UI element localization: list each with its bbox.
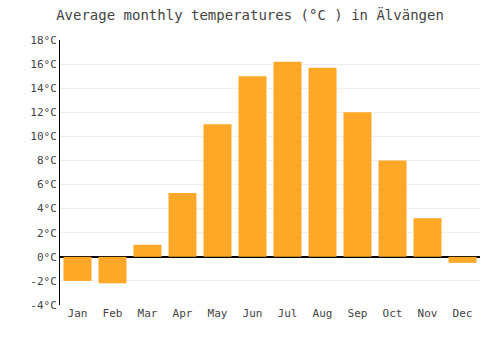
svg-text:-4°C: -4°C	[30, 299, 57, 312]
svg-text:8°C: 8°C	[37, 154, 57, 167]
svg-text:Oct: Oct	[383, 307, 403, 320]
svg-text:Average monthly temperatures (: Average monthly temperatures (°C ) in Äl…	[56, 6, 444, 23]
svg-text:Jan: Jan	[68, 307, 88, 320]
svg-text:18°C: 18°C	[30, 34, 57, 47]
svg-text:Jun: Jun	[243, 307, 263, 320]
svg-text:Nov: Nov	[418, 307, 438, 320]
svg-text:12°C: 12°C	[30, 106, 57, 119]
svg-text:2°C: 2°C	[37, 227, 57, 240]
svg-text:14°C: 14°C	[30, 82, 57, 95]
svg-text:16°C: 16°C	[30, 58, 57, 71]
svg-text:Aug: Aug	[313, 307, 333, 320]
svg-text:Jul: Jul	[278, 307, 298, 320]
svg-text:May: May	[208, 307, 228, 320]
svg-text:6°C: 6°C	[37, 178, 57, 191]
svg-text:Dec: Dec	[453, 307, 473, 320]
svg-text:Mar: Mar	[138, 307, 158, 320]
svg-text:-2°C: -2°C	[30, 275, 57, 288]
svg-text:10°C: 10°C	[30, 130, 57, 143]
svg-text:4°C: 4°C	[37, 202, 57, 215]
svg-text:Sep: Sep	[348, 307, 368, 320]
svg-text:0°C: 0°C	[37, 251, 57, 264]
svg-text:Feb: Feb	[103, 307, 123, 320]
svg-text:Apr: Apr	[173, 307, 193, 320]
